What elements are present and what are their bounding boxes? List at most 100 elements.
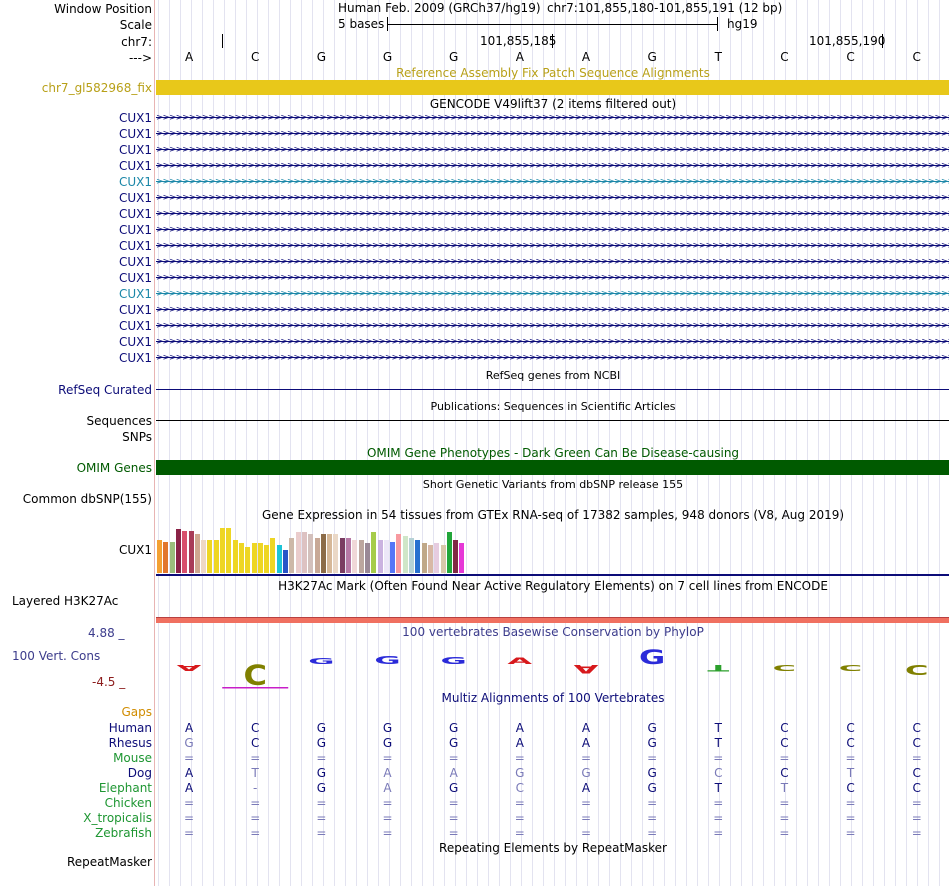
gencode-transcript-label[interactable]: CUX1: [118, 175, 152, 189]
fix-patch-label[interactable]: chr7_gl582968_fix: [41, 81, 152, 95]
gencode-transcript-label[interactable]: CUX1: [118, 319, 152, 333]
gtex-tissue-bar[interactable]: [232, 540, 238, 573]
omim-bar[interactable]: [156, 460, 949, 475]
gencode-transcript-label[interactable]: CUX1: [118, 351, 152, 365]
gtex-tissue-bar[interactable]: [163, 542, 169, 573]
gtex-tissue-bar[interactable]: [434, 543, 440, 573]
species-label[interactable]: Zebrafish: [95, 826, 152, 840]
gtex-tissue-bar[interactable]: [226, 528, 232, 573]
species-label[interactable]: Elephant: [98, 781, 152, 795]
gtex-tissue-bar[interactable]: [314, 538, 320, 573]
gencode-transcript-label[interactable]: CUX1: [118, 143, 152, 157]
gencode-transcript[interactable]: >>>>>>>>>>>>>>>>>>>>>>>>>>>>>>>>>>>>>>>>…: [156, 111, 949, 125]
gencode-transcript[interactable]: >>>>>>>>>>>>>>>>>>>>>>>>>>>>>>>>>>>>>>>>…: [156, 223, 949, 237]
gencode-transcript-label[interactable]: CUX1: [118, 191, 152, 205]
gtex-tissue-bar[interactable]: [295, 532, 301, 573]
gtex-tissue-bar[interactable]: [169, 542, 175, 573]
fix-patch-bar[interactable]: [156, 80, 949, 95]
gtex-tissue-bar[interactable]: [157, 540, 162, 573]
gencode-transcript-label[interactable]: CUX1: [118, 255, 152, 269]
gtex-tissue-bar[interactable]: [377, 540, 383, 573]
gtex-tissue-bar[interactable]: [188, 531, 194, 573]
gencode-transcript-label[interactable]: CUX1: [118, 111, 152, 125]
species-label[interactable]: Chicken: [104, 796, 152, 810]
gtex-tissue-bar[interactable]: [390, 542, 396, 573]
gtex-tissue-bar[interactable]: [289, 538, 295, 573]
gencode-transcript[interactable]: >>>>>>>>>>>>>>>>>>>>>>>>>>>>>>>>>>>>>>>>…: [156, 143, 949, 157]
gtex-tissue-bar[interactable]: [364, 543, 370, 573]
gencode-transcript-label[interactable]: CUX1: [118, 223, 152, 237]
gencode-transcript[interactable]: >>>>>>>>>>>>>>>>>>>>>>>>>>>>>>>>>>>>>>>>…: [156, 127, 949, 141]
gencode-transcript-label[interactable]: CUX1: [118, 271, 152, 285]
sequences-line[interactable]: [156, 420, 949, 421]
gencode-transcript[interactable]: >>>>>>>>>>>>>>>>>>>>>>>>>>>>>>>>>>>>>>>>…: [156, 287, 949, 301]
gtex-tissue-bar[interactable]: [459, 543, 465, 573]
gencode-transcript[interactable]: >>>>>>>>>>>>>>>>>>>>>>>>>>>>>>>>>>>>>>>>…: [156, 351, 949, 365]
gtex-tissue-bar[interactable]: [301, 532, 307, 573]
gtex-tissue-bar[interactable]: [213, 540, 219, 573]
snps-label[interactable]: SNPs: [122, 430, 152, 444]
gtex-tissue-bar[interactable]: [358, 540, 364, 573]
gtex-tissue-bar[interactable]: [409, 538, 414, 573]
gencode-transcript-label[interactable]: CUX1: [118, 127, 152, 141]
gencode-transcript[interactable]: >>>>>>>>>>>>>>>>>>>>>>>>>>>>>>>>>>>>>>>>…: [156, 239, 949, 253]
gtex-tissue-bar[interactable]: [440, 545, 446, 573]
gtex-tissue-bar[interactable]: [402, 536, 408, 573]
dbsnp-label[interactable]: Common dbSNP(155): [22, 492, 152, 506]
gtex-tissue-bar[interactable]: [276, 545, 282, 573]
gencode-transcript[interactable]: >>>>>>>>>>>>>>>>>>>>>>>>>>>>>>>>>>>>>>>>…: [156, 271, 949, 285]
gtex-tissue-bar[interactable]: [245, 547, 251, 573]
h3k27ac-signal[interactable]: [156, 617, 949, 623]
gencode-transcript[interactable]: >>>>>>>>>>>>>>>>>>>>>>>>>>>>>>>>>>>>>>>>…: [156, 303, 949, 317]
phylop-logo[interactable]: A C G G G AA G T C C C: [156, 640, 950, 690]
gtex-tissue-bar[interactable]: [251, 543, 257, 573]
species-label[interactable]: X_tropicalis: [83, 811, 152, 825]
gtex-tissue-bar[interactable]: [238, 543, 244, 573]
gtex-tissue-bar[interactable]: [427, 545, 433, 573]
gencode-transcript-label[interactable]: CUX1: [118, 303, 152, 317]
gencode-transcript-label[interactable]: CUX1: [118, 239, 152, 253]
gtex-tissue-bar[interactable]: [308, 534, 314, 573]
gtex-tissue-bar[interactable]: [207, 540, 213, 573]
gencode-transcript[interactable]: >>>>>>>>>>>>>>>>>>>>>>>>>>>>>>>>>>>>>>>>…: [156, 175, 949, 189]
gtex-tissue-bar[interactable]: [396, 534, 402, 573]
gtex-tissue-bar[interactable]: [383, 540, 389, 573]
gtex-tissue-bar[interactable]: [320, 534, 326, 573]
gtex-tissue-bar[interactable]: [327, 534, 333, 573]
gtex-tissue-bar[interactable]: [339, 538, 345, 573]
gtex-tissue-bar[interactable]: [453, 540, 459, 573]
gencode-transcript-label[interactable]: CUX1: [118, 207, 152, 221]
gtex-tissue-bar[interactable]: [371, 532, 377, 573]
repeatmasker-label[interactable]: RepeatMasker: [66, 855, 152, 869]
refseq-line[interactable]: [156, 389, 949, 390]
gtex-tissue-bar[interactable]: [283, 550, 288, 573]
gencode-transcript[interactable]: >>>>>>>>>>>>>>>>>>>>>>>>>>>>>>>>>>>>>>>>…: [156, 319, 949, 333]
gtex-tissue-bar[interactable]: [270, 538, 276, 573]
species-label[interactable]: Dog: [127, 766, 152, 780]
gtex-tissue-bar[interactable]: [446, 532, 452, 573]
sequences-label[interactable]: Sequences: [86, 414, 152, 428]
gencode-transcript-label[interactable]: CUX1: [118, 159, 152, 173]
h3k27ac-label[interactable]: Layered H3K27Ac: [12, 594, 119, 608]
gtex-tissue-bar[interactable]: [220, 528, 225, 573]
refseq-label[interactable]: RefSeq Curated: [58, 383, 152, 397]
gtex-tissue-bar[interactable]: [415, 540, 421, 573]
gencode-transcript[interactable]: >>>>>>>>>>>>>>>>>>>>>>>>>>>>>>>>>>>>>>>>…: [156, 191, 949, 205]
gtex-tissue-bar[interactable]: [352, 540, 358, 573]
gencode-transcript[interactable]: >>>>>>>>>>>>>>>>>>>>>>>>>>>>>>>>>>>>>>>>…: [156, 159, 949, 173]
gtex-tissue-bar[interactable]: [201, 540, 207, 573]
gtex-tissue-bar[interactable]: [175, 529, 181, 573]
gencode-transcript[interactable]: >>>>>>>>>>>>>>>>>>>>>>>>>>>>>>>>>>>>>>>>…: [156, 207, 949, 221]
gencode-transcript[interactable]: >>>>>>>>>>>>>>>>>>>>>>>>>>>>>>>>>>>>>>>>…: [156, 255, 949, 269]
gtex-tissue-bar[interactable]: [421, 543, 427, 573]
gencode-transcript[interactable]: >>>>>>>>>>>>>>>>>>>>>>>>>>>>>>>>>>>>>>>>…: [156, 335, 949, 349]
gtex-tissue-bar[interactable]: [333, 534, 339, 573]
position-readout[interactable]: chr7:101,855,180-101,855,191 (12 bp): [547, 1, 783, 15]
gtex-tissue-bar[interactable]: [194, 534, 200, 573]
gencode-transcript-label[interactable]: CUX1: [118, 335, 152, 349]
gtex-tissue-bar[interactable]: [346, 538, 351, 573]
species-label[interactable]: Rhesus: [108, 736, 152, 750]
gtex-tissue-bar[interactable]: [257, 543, 263, 573]
gtex-tissue-bar[interactable]: [182, 531, 188, 573]
phylop-label[interactable]: 100 Vert. Cons: [12, 649, 101, 663]
